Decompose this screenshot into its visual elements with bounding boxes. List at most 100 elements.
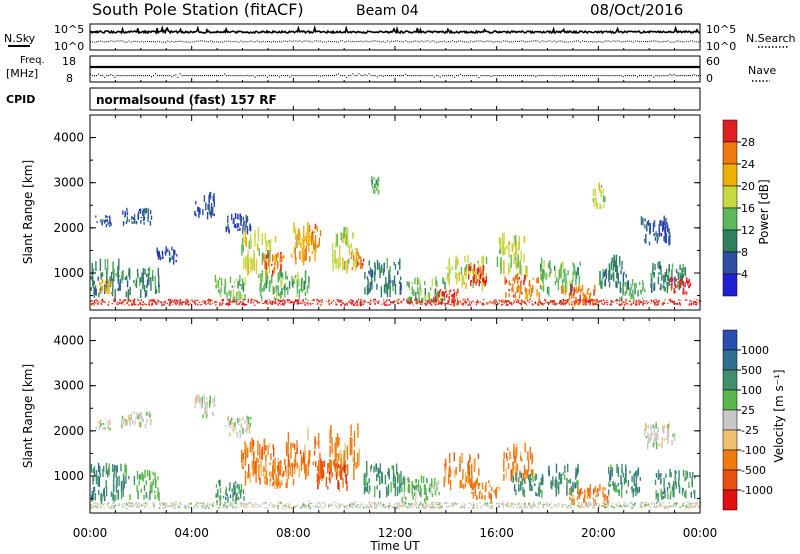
nave-point	[238, 75, 240, 77]
nave-point	[384, 75, 386, 77]
nave-point	[582, 75, 584, 77]
velocity-echo-cluster	[443, 452, 480, 491]
colorbar-swatch	[722, 163, 738, 187]
nave-point	[439, 76, 441, 78]
nave-point	[661, 75, 663, 77]
nsearch-point	[569, 41, 571, 43]
nave-point	[376, 76, 378, 78]
nsearch-point	[199, 40, 201, 42]
nsearch-point	[612, 40, 614, 42]
nsearch-point	[291, 40, 293, 42]
nsearch-point	[346, 41, 348, 43]
nave-point	[431, 75, 433, 77]
power-echo-cluster	[194, 191, 215, 220]
nave-point	[155, 73, 157, 75]
nsearch-point	[226, 40, 228, 42]
nsearch-point	[151, 41, 152, 43]
nave-point	[228, 75, 230, 77]
colorbar-swatch	[722, 469, 738, 491]
nsearch-point	[685, 40, 687, 42]
nave-point	[321, 75, 323, 77]
nsearch-point	[449, 41, 451, 43]
nsearch-point	[307, 40, 309, 42]
nave-point	[277, 75, 279, 77]
nave-point	[417, 75, 419, 77]
nsearch-point	[653, 40, 655, 42]
nsearch-point	[482, 41, 484, 43]
nave-point	[366, 75, 368, 77]
nsearch-point	[159, 41, 161, 43]
noise-traces	[89, 24, 701, 43]
nsearch-point	[175, 41, 177, 42]
colorbar-swatch	[722, 449, 738, 471]
nave-point	[340, 75, 342, 77]
nsearch-point	[250, 40, 252, 42]
nsearch-point	[238, 41, 240, 43]
nsearch-point	[214, 41, 215, 43]
nave-point	[370, 75, 372, 77]
power-echo-cluster	[670, 276, 692, 295]
nave-point	[169, 75, 171, 77]
nsearch-point	[610, 41, 612, 43]
velocity-ylabel: Slant Range [km]	[21, 364, 35, 468]
nsearch-point	[506, 40, 508, 42]
nave-point	[427, 75, 429, 77]
nave-point	[285, 75, 287, 77]
nsearch-point	[464, 41, 466, 43]
nave-point	[630, 75, 632, 77]
nave-point	[445, 75, 447, 77]
nsearch-point	[281, 41, 283, 43]
nsearch-point	[657, 41, 659, 43]
nsearch-point	[425, 40, 427, 42]
power-echo-cluster	[214, 275, 246, 303]
nave-point	[140, 75, 142, 77]
nsearch-point	[112, 40, 114, 42]
nsearch-point	[671, 41, 673, 43]
nave-point	[470, 75, 472, 77]
nave-point	[319, 75, 321, 77]
nsearch-point	[689, 40, 691, 42]
nave-point	[508, 75, 510, 77]
y-tick-label: 4000	[53, 131, 84, 145]
nave-point	[232, 75, 234, 77]
nsearch-point	[183, 41, 185, 43]
nsearch-point	[649, 41, 651, 42]
nave-point	[220, 75, 222, 77]
nave-point	[116, 75, 118, 77]
nsearch-point	[637, 40, 638, 42]
nave-point	[602, 75, 604, 77]
nsearch-point	[486, 40, 488, 42]
power-echo-cluster	[640, 215, 671, 246]
nsearch-point	[273, 40, 274, 42]
nsearch-point	[407, 41, 409, 43]
nave-point	[224, 73, 226, 75]
nave-point	[149, 75, 150, 77]
colorbar-swatch	[722, 489, 738, 511]
nave-point	[271, 75, 272, 77]
power-axes: 1000 2000 3000 4000	[53, 115, 701, 310]
nsearch-point	[537, 40, 539, 42]
nave-point	[106, 75, 108, 77]
nave-point	[201, 75, 203, 77]
nsearch-point	[354, 41, 356, 43]
nave-point	[695, 75, 697, 77]
nave-point	[102, 75, 104, 77]
nave-point	[138, 75, 140, 77]
colorbar-tick-label: 25	[741, 404, 755, 417]
nave-point	[608, 75, 610, 77]
noise-tick-left-top: 10^5	[54, 23, 84, 36]
nsearch-point	[616, 40, 618, 42]
nsearch-point	[454, 41, 455, 43]
nsearch-point	[655, 40, 657, 42]
nsearch-point	[114, 41, 116, 43]
nave-point	[659, 75, 661, 77]
nave-point	[334, 75, 335, 77]
nsearch-point	[502, 40, 504, 42]
nave-point	[173, 75, 175, 77]
nsearch-point	[433, 40, 435, 42]
nsearch-point	[236, 41, 238, 43]
freq-label-line2: [MHz]	[6, 67, 38, 80]
nsearch-point	[100, 40, 102, 42]
power-echo-cluster	[364, 258, 402, 298]
nave-point	[151, 76, 152, 78]
